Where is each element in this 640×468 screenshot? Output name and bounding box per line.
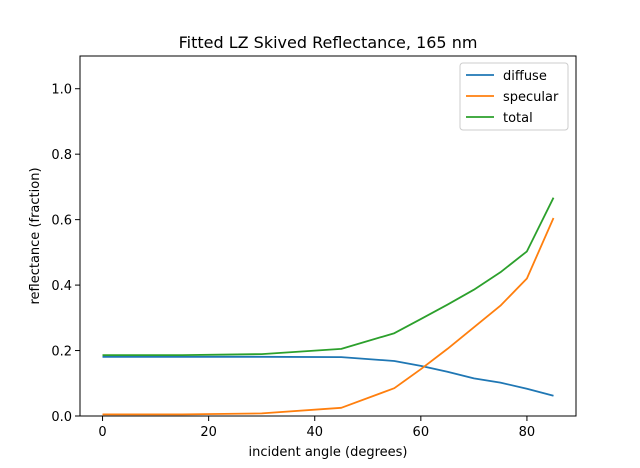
x-tick-label: 80 <box>519 425 536 440</box>
series-line-specular <box>102 217 555 416</box>
axis-ticks: 0 20 40 60 80 0.0 0.2 0.4 0.6 0.8 1.0 <box>51 83 535 440</box>
y-tick-label: 1.0 <box>51 83 72 98</box>
x-tick-label: 20 <box>200 425 217 440</box>
chart-title: Fitted LZ Skived Reflectance, 165 nm <box>179 33 478 52</box>
y-tick-label: 0.6 <box>51 214 72 229</box>
y-tick-label: 0.2 <box>51 345 72 360</box>
legend-box <box>459 62 569 131</box>
x-axis-label: incident angle (degrees) <box>248 445 407 460</box>
legend-label-specular: specular <box>503 90 559 105</box>
legend-label-diffuse: diffuse <box>503 69 547 84</box>
y-tick-label: 0.8 <box>51 148 72 163</box>
x-tick-label: 60 <box>413 425 430 440</box>
legend: diffuse specular total <box>459 62 569 131</box>
series-line-diffuse <box>102 355 554 397</box>
series-line-total <box>102 197 555 357</box>
y-tick-label: 0.4 <box>51 279 72 294</box>
x-tick-label: 40 <box>306 425 323 440</box>
x-tick-label: 0 <box>98 425 106 440</box>
y-tick-label: 0.0 <box>51 410 72 425</box>
y-axis-label: reflectance (fraction) <box>28 167 43 304</box>
legend-label-total: total <box>503 111 533 126</box>
series-lines <box>102 197 555 416</box>
plot-frame <box>79 55 577 417</box>
